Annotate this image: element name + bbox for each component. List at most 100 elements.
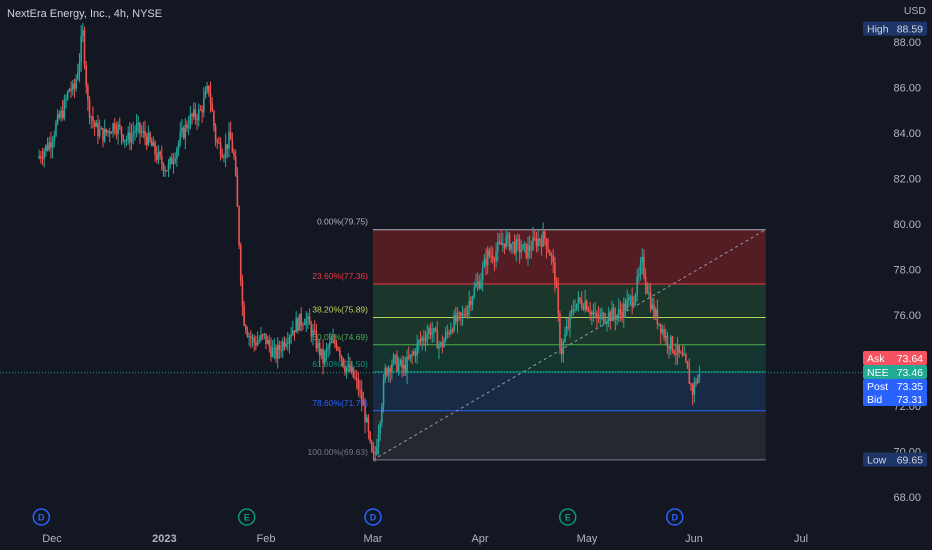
candle-body [70, 88, 72, 91]
dividend-marker-icon[interactable]: D [665, 508, 684, 526]
candle-body [176, 149, 178, 159]
price-label-value: 73.35 [897, 381, 923, 393]
candle-body [589, 311, 591, 315]
candle-body [365, 417, 368, 423]
fib-zone [373, 344, 766, 372]
y-tick-label: 88.00 [893, 37, 921, 49]
earnings-marker-icon[interactable]: E [237, 508, 256, 526]
earnings-marker-icon[interactable]: E [558, 508, 577, 526]
marker-circle [32, 508, 51, 526]
candle-body [313, 330, 316, 332]
candle-body [512, 241, 514, 244]
price-label-ask: Ask 73.64 [863, 351, 927, 365]
candle-body [478, 281, 481, 289]
candle-body [197, 109, 200, 121]
price-label-value: 88.59 [897, 24, 923, 36]
fib-trend-line[interactable] [372, 229, 766, 461]
candle-body [202, 97, 205, 113]
candle-body [107, 130, 109, 133]
candle-body [223, 157, 225, 159]
candle-body [508, 234, 511, 250]
candle-body [570, 309, 573, 314]
candle-body [55, 122, 57, 136]
y-tick-label: 84.00 [893, 128, 921, 140]
candle-body [345, 367, 348, 372]
candle-body [285, 343, 287, 347]
candle-body [243, 305, 245, 326]
price-labels: High 88.59 Ask 73.64 NEE 73.46 Post 73.35 Bid 73.… [863, 21, 927, 467]
candle-body [681, 352, 684, 356]
candle-body [384, 367, 387, 380]
candle-body [584, 301, 586, 310]
candle-body [396, 355, 398, 371]
candle-body [491, 255, 494, 260]
candle-body [654, 309, 657, 317]
candle-body [92, 116, 94, 122]
candle-body [409, 354, 412, 359]
candle-body [547, 249, 549, 252]
candle-body [354, 377, 356, 379]
candle-body [357, 379, 360, 390]
candle-body [448, 332, 450, 334]
candle-body [332, 339, 334, 343]
candle-body [480, 280, 482, 289]
candle-body [288, 336, 291, 344]
candle-body [658, 323, 660, 325]
candle-body [631, 296, 633, 307]
candle-body [187, 126, 190, 129]
candle-body [263, 333, 266, 335]
candle-body [376, 447, 378, 455]
candle-body [268, 339, 271, 347]
candle-body [565, 326, 568, 335]
candle-body [453, 315, 455, 332]
candle-body [100, 128, 103, 130]
candle-body [295, 318, 297, 333]
candle-body [297, 318, 299, 331]
candle-body [374, 452, 376, 455]
candle-body [105, 129, 108, 133]
candle-body [369, 431, 371, 442]
candle-body [438, 344, 440, 349]
candle-body [594, 312, 597, 314]
candle-body [211, 103, 213, 112]
candle-body [449, 329, 452, 334]
candle-body [164, 170, 166, 172]
candle-body [540, 241, 543, 247]
candle-body [155, 154, 158, 160]
candle-body [305, 318, 308, 325]
candle-body [260, 334, 262, 340]
fib-retracement[interactable]: 0.00%(79.75) 23.60%(77.36) 38.20%(75.89) 50… [308, 217, 766, 461]
candle-body [318, 342, 321, 356]
price-label-value: 69.65 [897, 454, 923, 466]
candle-body [503, 243, 506, 248]
candle-body [41, 157, 44, 159]
candle-body [139, 122, 141, 133]
candle-body [397, 364, 400, 371]
price-label-box [863, 392, 927, 406]
candle-body [586, 301, 588, 311]
price-label-low: Low 69.65 [863, 452, 927, 467]
candle-body [377, 433, 380, 448]
dividend-marker-icon[interactable]: D [364, 508, 382, 526]
candle-body [401, 360, 403, 369]
candle-body [471, 297, 474, 305]
candle-body [577, 297, 580, 304]
candle-body [51, 141, 54, 148]
price-label-box [863, 351, 927, 365]
candle-body [554, 262, 556, 283]
candle-body [302, 324, 304, 326]
candle-body [510, 243, 513, 250]
candle-body [58, 114, 61, 118]
candle-body [555, 282, 558, 288]
dividend-marker-icon[interactable]: D [32, 508, 51, 526]
x-tick-label: Feb [257, 533, 276, 545]
candle-body [283, 341, 286, 347]
candle-body [468, 300, 471, 308]
candle-body [135, 124, 138, 132]
candle-body [218, 142, 220, 144]
candle-body [648, 292, 650, 294]
x-tick-label: Mar [364, 533, 383, 545]
candle-body [88, 100, 91, 118]
